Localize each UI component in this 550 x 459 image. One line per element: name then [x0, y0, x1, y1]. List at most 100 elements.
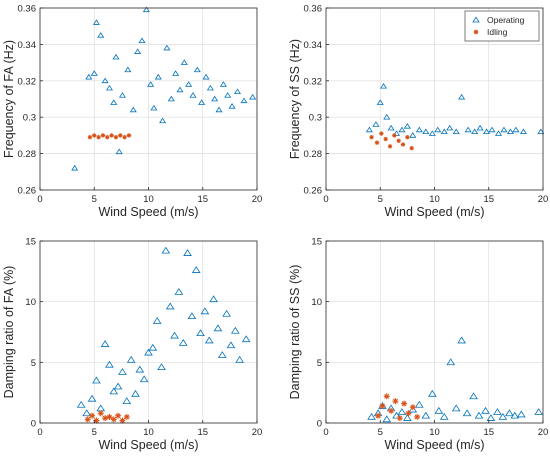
x-axis-label: Wind Speed (m/s)	[98, 205, 198, 219]
operating-point	[200, 307, 210, 315]
operating-point	[451, 404, 461, 412]
legend-idling-marker	[473, 29, 479, 35]
operating-point	[434, 126, 442, 133]
idling-point	[405, 135, 410, 140]
y-tick-label: 0	[31, 419, 36, 430]
y-axis-label: Frequency of SS (Hz)	[288, 39, 302, 159]
operating-point	[191, 266, 201, 273]
operating-point	[193, 66, 201, 73]
x-tick-label: 20	[538, 427, 549, 438]
operating-point	[163, 44, 171, 51]
operating-point	[100, 340, 110, 347]
operating-point	[519, 128, 527, 135]
idling-point	[400, 142, 406, 147]
operating-point	[510, 411, 520, 419]
y-tick-label: 0.36	[304, 4, 323, 15]
operating-point	[422, 128, 430, 135]
x-tick-label: 5	[92, 194, 97, 205]
operating-point	[87, 394, 97, 402]
idling-point	[383, 136, 388, 142]
idling-point	[89, 412, 96, 419]
y-tick-label: 0.26	[18, 186, 37, 197]
y-tick-label: 0.32	[18, 76, 37, 87]
x-tick-label: 20	[538, 194, 549, 205]
idling-point	[109, 133, 114, 138]
ss-damping-panel	[325, 240, 544, 424]
idling-point	[110, 416, 117, 423]
operating-point	[213, 324, 223, 332]
operating-point	[486, 414, 496, 421]
operating-point	[476, 124, 484, 131]
idling-point	[118, 133, 123, 138]
idling-point	[126, 133, 132, 138]
y-tick-label: 5	[31, 358, 36, 369]
operating-point	[206, 84, 214, 91]
idling-point	[383, 393, 390, 400]
x-tick-label: 0	[323, 194, 328, 205]
operating-point	[96, 404, 106, 412]
legend-operating-marker	[472, 16, 480, 23]
idling-point	[396, 138, 401, 144]
y-tick-label: 10	[311, 297, 322, 308]
operating-point	[115, 148, 123, 155]
operating-point	[172, 70, 180, 76]
idling-point	[409, 404, 416, 411]
operating-point	[202, 73, 210, 80]
operating-point	[187, 312, 197, 320]
x-tick-label: 20	[252, 194, 263, 205]
operating-point	[537, 128, 545, 135]
y-tick-label: 10	[25, 297, 36, 308]
x-tick-label: 5	[378, 427, 383, 438]
operating-point	[367, 412, 376, 420]
operating-point	[415, 126, 423, 133]
operating-point	[185, 81, 193, 87]
operating-point	[249, 93, 257, 100]
operating-point	[488, 126, 496, 133]
idling-point	[401, 400, 408, 407]
operating-point	[154, 73, 162, 80]
x-tick-label: 0	[323, 427, 328, 438]
idling-point	[97, 410, 104, 417]
y-axis-label: Frequency of FA (Hz)	[2, 40, 16, 158]
operating-point	[398, 126, 406, 133]
idling-point	[113, 135, 119, 140]
operating-point	[124, 66, 132, 73]
fa-frequency-panel	[39, 6, 258, 191]
operating-point	[500, 126, 508, 133]
y-tick-label: 0.3	[309, 113, 322, 124]
operating-point	[196, 329, 205, 337]
idling-point	[102, 415, 109, 422]
operating-point	[409, 132, 417, 138]
operating-point	[403, 414, 412, 421]
idling-point	[392, 133, 397, 138]
idling-point	[409, 145, 414, 151]
operating-point	[439, 412, 449, 420]
operating-point	[403, 123, 411, 129]
fa-damping-points	[76, 246, 251, 424]
operating-point	[148, 343, 158, 351]
operating-point	[421, 411, 431, 419]
x-tick-label: 20	[252, 427, 263, 438]
operating-point	[457, 336, 466, 344]
y-axis-label: Damping ratio of FA (%)	[2, 266, 16, 399]
x-tick-label: 10	[143, 427, 154, 438]
operating-point	[118, 92, 126, 98]
operating-point	[138, 37, 146, 44]
fa-damping-panel	[39, 240, 258, 424]
operating-point	[76, 400, 86, 408]
y-tick-label: 0.28	[304, 149, 323, 160]
operating-point	[217, 351, 227, 358]
operating-point	[440, 128, 448, 135]
operating-point	[157, 363, 166, 371]
x-tick-label: 0	[37, 427, 42, 438]
x-axis-label: Wind Speed (m/s)	[98, 438, 198, 452]
operating-point	[71, 164, 79, 171]
operating-point	[387, 124, 395, 131]
operating-point	[222, 309, 231, 317]
operating-point	[131, 389, 140, 397]
operating-point	[464, 126, 472, 133]
operating-point	[241, 335, 251, 343]
operating-point	[494, 130, 503, 136]
idling-point	[106, 413, 113, 420]
operating-point	[215, 106, 223, 113]
